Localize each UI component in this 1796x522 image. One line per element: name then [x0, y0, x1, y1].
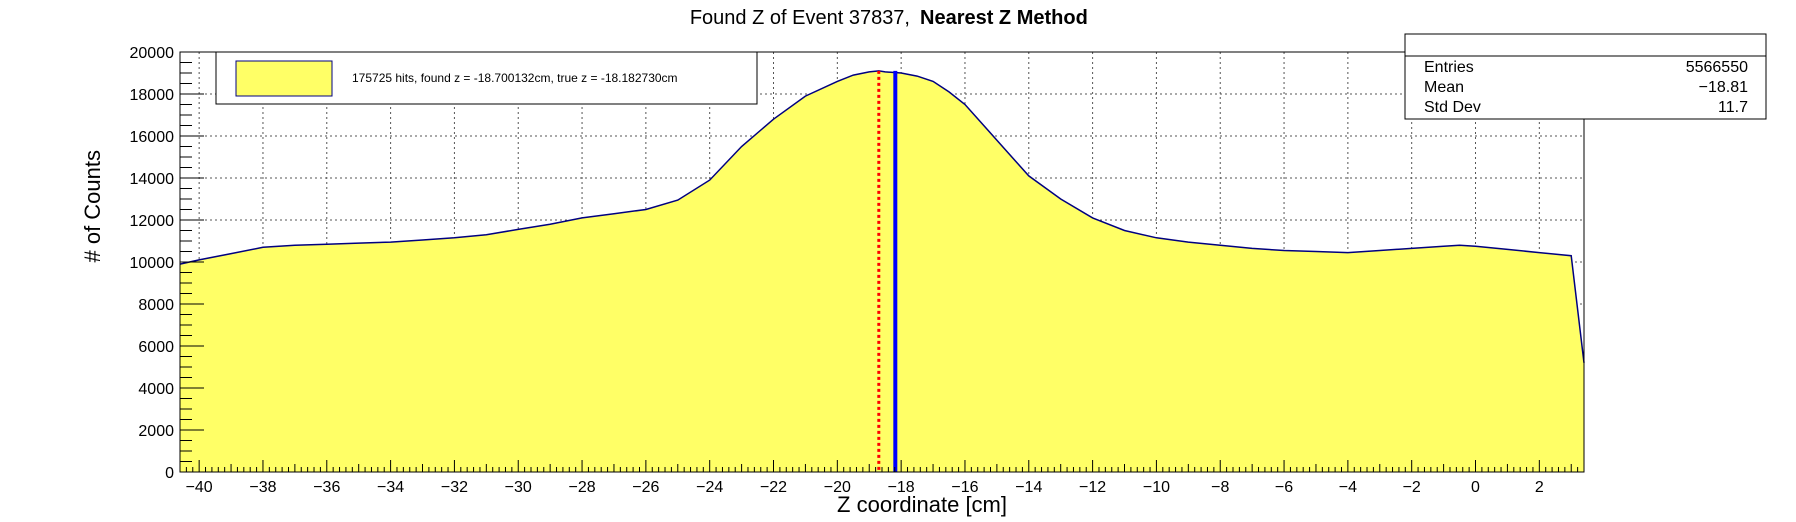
- x-tick-label: −40: [186, 479, 213, 496]
- x-tick-label: −26: [632, 479, 659, 496]
- histogram-outline: [179, 70, 1585, 363]
- x-tick-label: −2: [1403, 479, 1421, 496]
- y-tick-label: 4000: [138, 381, 174, 398]
- x-tick-label: −4: [1339, 479, 1357, 496]
- y-tick-label: 10000: [130, 255, 175, 272]
- stats-mean-value: −18.81: [1699, 79, 1748, 96]
- x-tick-label: 2: [1535, 479, 1544, 496]
- x-tick-label: −10: [1143, 479, 1170, 496]
- stats-box: Entries 5566550 Mean −18.81 Std Dev 11.7: [1404, 33, 1767, 120]
- x-tick-label: −38: [249, 479, 276, 496]
- stats-entries-label: Entries: [1424, 59, 1474, 76]
- legend-text: 175725 hits, found z = -18.700132cm, tru…: [352, 71, 678, 85]
- x-tick-label: −16: [951, 479, 978, 496]
- x-tick-label: −36: [313, 479, 340, 496]
- stats-mean-label: Mean: [1424, 79, 1464, 96]
- x-tick-label: −32: [441, 479, 468, 496]
- x-tick-label: −6: [1275, 479, 1293, 496]
- x-tick-label: −28: [568, 479, 595, 496]
- y-tick-label: 20000: [130, 45, 175, 62]
- y-axis-title: # of Counts: [80, 150, 105, 263]
- legend-box: 175725 hits, found z = -18.700132cm, tru…: [215, 51, 758, 105]
- x-tick-label: −20: [824, 479, 851, 496]
- y-axis: 0 2000 4000 6000 8000 10000 12000 14000 16000 180…: [130, 45, 204, 482]
- x-tick-label: 0: [1471, 479, 1480, 496]
- x-tick-label: −22: [760, 479, 787, 496]
- chart-title-method: Nearest Z Method: [920, 7, 1088, 29]
- y-tick-label: 16000: [130, 129, 175, 146]
- stats-stddev-label: Std Dev: [1424, 99, 1481, 116]
- x-tick-label: −34: [377, 479, 404, 496]
- x-axis: −40 −38 −36 −34 −32 −30 −28 −26 −24 −22 −20 −18 −16−…: [179, 460, 1585, 496]
- stats-entries-value: 5566550: [1686, 59, 1748, 76]
- y-tick-label: 6000: [138, 339, 174, 356]
- y-tick-label: 12000: [130, 213, 175, 230]
- y-tick-label: 18000: [130, 87, 175, 104]
- y-tick-label: 8000: [138, 297, 174, 314]
- chart-title: Found Z of Event 37837,: [690, 7, 910, 29]
- y-tick-label: 2000: [138, 423, 174, 440]
- x-tick-label: −14: [1015, 479, 1042, 496]
- x-tick-label: −30: [505, 479, 532, 496]
- z-markers: [877, 70, 898, 472]
- x-tick-label: −12: [1079, 479, 1106, 496]
- x-tick-label: −8: [1211, 479, 1229, 496]
- stats-stddev-value: 11.7: [1718, 99, 1748, 116]
- legend-swatch: [235, 60, 333, 97]
- y-tick-label: 14000: [130, 171, 175, 188]
- x-axis-title: Z coordinate [cm]: [837, 492, 1007, 517]
- x-tick-label: −18: [888, 479, 915, 496]
- x-tick-label: −24: [696, 479, 723, 496]
- histogram-fill: [180, 70, 1584, 473]
- y-tick-label: 0: [165, 465, 174, 482]
